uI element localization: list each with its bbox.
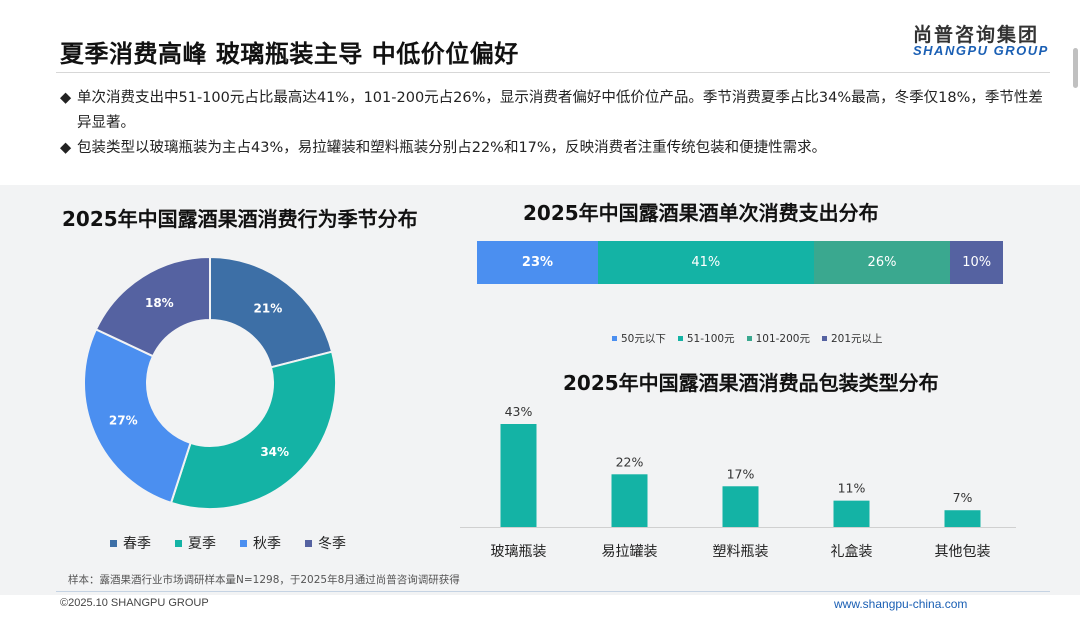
donut-data-label: 27% bbox=[109, 414, 138, 428]
legend-swatch bbox=[746, 336, 752, 341]
legend-label: 春季 bbox=[123, 536, 151, 552]
sample-footnote: 样本：露酒果酒行业市场调研样本量N=1298，于2025年8月通过尚普咨询调研获… bbox=[68, 574, 460, 586]
donut-slice-秋季 bbox=[83, 328, 192, 505]
summary-bullet: ◆ 包装类型以玻璃瓶装为主占43%，易拉罐装和塑料瓶装分别占22%和17%，反映… bbox=[60, 136, 1050, 161]
legend-item: 201元以上 bbox=[821, 331, 883, 346]
bar-data-label: 17% bbox=[727, 466, 755, 481]
legend-item: 春季 bbox=[110, 533, 151, 553]
legend-item: 夏季 bbox=[175, 533, 216, 553]
legend-swatch bbox=[175, 539, 182, 547]
legend-item: 50元以下 bbox=[612, 331, 666, 346]
summary-bullet: ◆ 单次消费支出中51-100元占比最高达41%，101-200元占26%，显示… bbox=[60, 86, 1050, 136]
legend-item: 101-200元 bbox=[746, 331, 810, 346]
scrollbar-thumb[interactable] bbox=[1073, 48, 1078, 88]
legend-swatch bbox=[677, 336, 683, 341]
copyright-text: ©2025.10 SHANGPU GROUP bbox=[60, 597, 209, 609]
donut-data-label: 18% bbox=[145, 296, 174, 310]
summary-text: 包装类型以玻璃瓶装为主占43%，易拉罐装和塑料瓶装分别占22%和17%，反映消费… bbox=[77, 140, 827, 156]
legend-item: 51-100元 bbox=[677, 331, 735, 346]
title-divider bbox=[56, 72, 1050, 73]
legend-swatch bbox=[110, 539, 117, 547]
legend-label: 51-100元 bbox=[686, 333, 735, 345]
donut-slice-冬季 bbox=[94, 255, 211, 358]
stack-segment: 26% bbox=[813, 241, 951, 284]
website-link[interactable]: www.shangpu-china.com bbox=[834, 597, 968, 611]
x-tick-label: 玻璃瓶装 bbox=[491, 543, 547, 560]
donut-data-label: 21% bbox=[254, 301, 283, 315]
brand-logo-en: SHANGPU GROUP bbox=[913, 43, 1049, 58]
page-title: 夏季消费高峰 玻璃瓶装主导 中低价位偏好 bbox=[60, 40, 519, 68]
bar-data-label: 43% bbox=[505, 404, 533, 419]
season-legend: 春季 夏季 秋季 冬季 bbox=[110, 533, 370, 553]
donut-slice-夏季 bbox=[169, 350, 337, 510]
spend-stacked-bar: 23% 41% 26% 10% bbox=[477, 241, 1003, 284]
x-tick-label: 礼盒装 bbox=[831, 543, 873, 560]
legend-item: 冬季 bbox=[305, 533, 346, 553]
legend-swatch bbox=[305, 539, 312, 547]
legend-label: 冬季 bbox=[318, 536, 346, 552]
bar-data-label: 11% bbox=[838, 481, 866, 496]
stack-segment: 23% bbox=[477, 241, 598, 284]
spend-chart-title: 2025年中国露酒果酒单次消费支出分布 bbox=[523, 201, 879, 225]
diamond-bullet-icon: ◆ bbox=[60, 90, 72, 106]
legend-label: 101-200元 bbox=[755, 333, 810, 345]
stack-segment: 41% bbox=[597, 241, 814, 284]
package-bar bbox=[500, 424, 537, 527]
legend-swatch bbox=[612, 336, 617, 341]
donut-data-label: 34% bbox=[260, 445, 289, 459]
x-tick-label: 易拉罐装 bbox=[602, 544, 658, 560]
x-tick-label: 塑料瓶装 bbox=[713, 544, 769, 560]
footer-divider bbox=[56, 591, 1050, 592]
brand-logo-cn: 尚普咨询集团 bbox=[913, 24, 1040, 46]
bar-data-label: 7% bbox=[953, 490, 973, 505]
legend-label: 夏季 bbox=[188, 536, 216, 552]
x-tick-label: 其他包装 bbox=[935, 544, 991, 560]
donut-slice-春季 bbox=[209, 255, 334, 369]
season-chart-title: 2025年中国露酒果酒消费行为季节分布 bbox=[62, 207, 418, 231]
legend-item: 秋季 bbox=[240, 533, 281, 553]
legend-swatch bbox=[240, 539, 247, 547]
package-bar bbox=[611, 474, 648, 527]
package-bar bbox=[722, 486, 759, 527]
summary-bullets: ◆ 单次消费支出中51-100元占比最高达41%，101-200元占26%，显示… bbox=[60, 86, 1050, 161]
legend-label: 秋季 bbox=[253, 536, 281, 552]
package-bar bbox=[944, 510, 981, 527]
season-donut-chart: 21% 34% 27% 18% bbox=[83, 255, 337, 510]
package-bar-chart: 43% 玻璃瓶装 22% 易拉罐装 17% 塑料瓶装 11% 礼盒装 7% 其他包装 bbox=[460, 404, 1016, 560]
bar-data-label: 22% bbox=[616, 454, 644, 469]
package-chart-title: 2025年中国露酒果酒消费品包装类型分布 bbox=[563, 371, 939, 395]
legend-label: 50元以下 bbox=[621, 333, 666, 345]
stack-segment: 10% bbox=[950, 241, 1003, 284]
spend-legend: 50元以下 51-100元 101-200元 201元以上 bbox=[612, 331, 895, 346]
legend-label: 201元以上 bbox=[830, 333, 883, 345]
legend-swatch bbox=[821, 336, 827, 341]
diamond-bullet-icon: ◆ bbox=[60, 140, 72, 156]
package-bar bbox=[833, 500, 870, 527]
summary-text: 单次消费支出中51-100元占比最高达41%，101-200元占26%，显示消费… bbox=[77, 90, 1043, 131]
